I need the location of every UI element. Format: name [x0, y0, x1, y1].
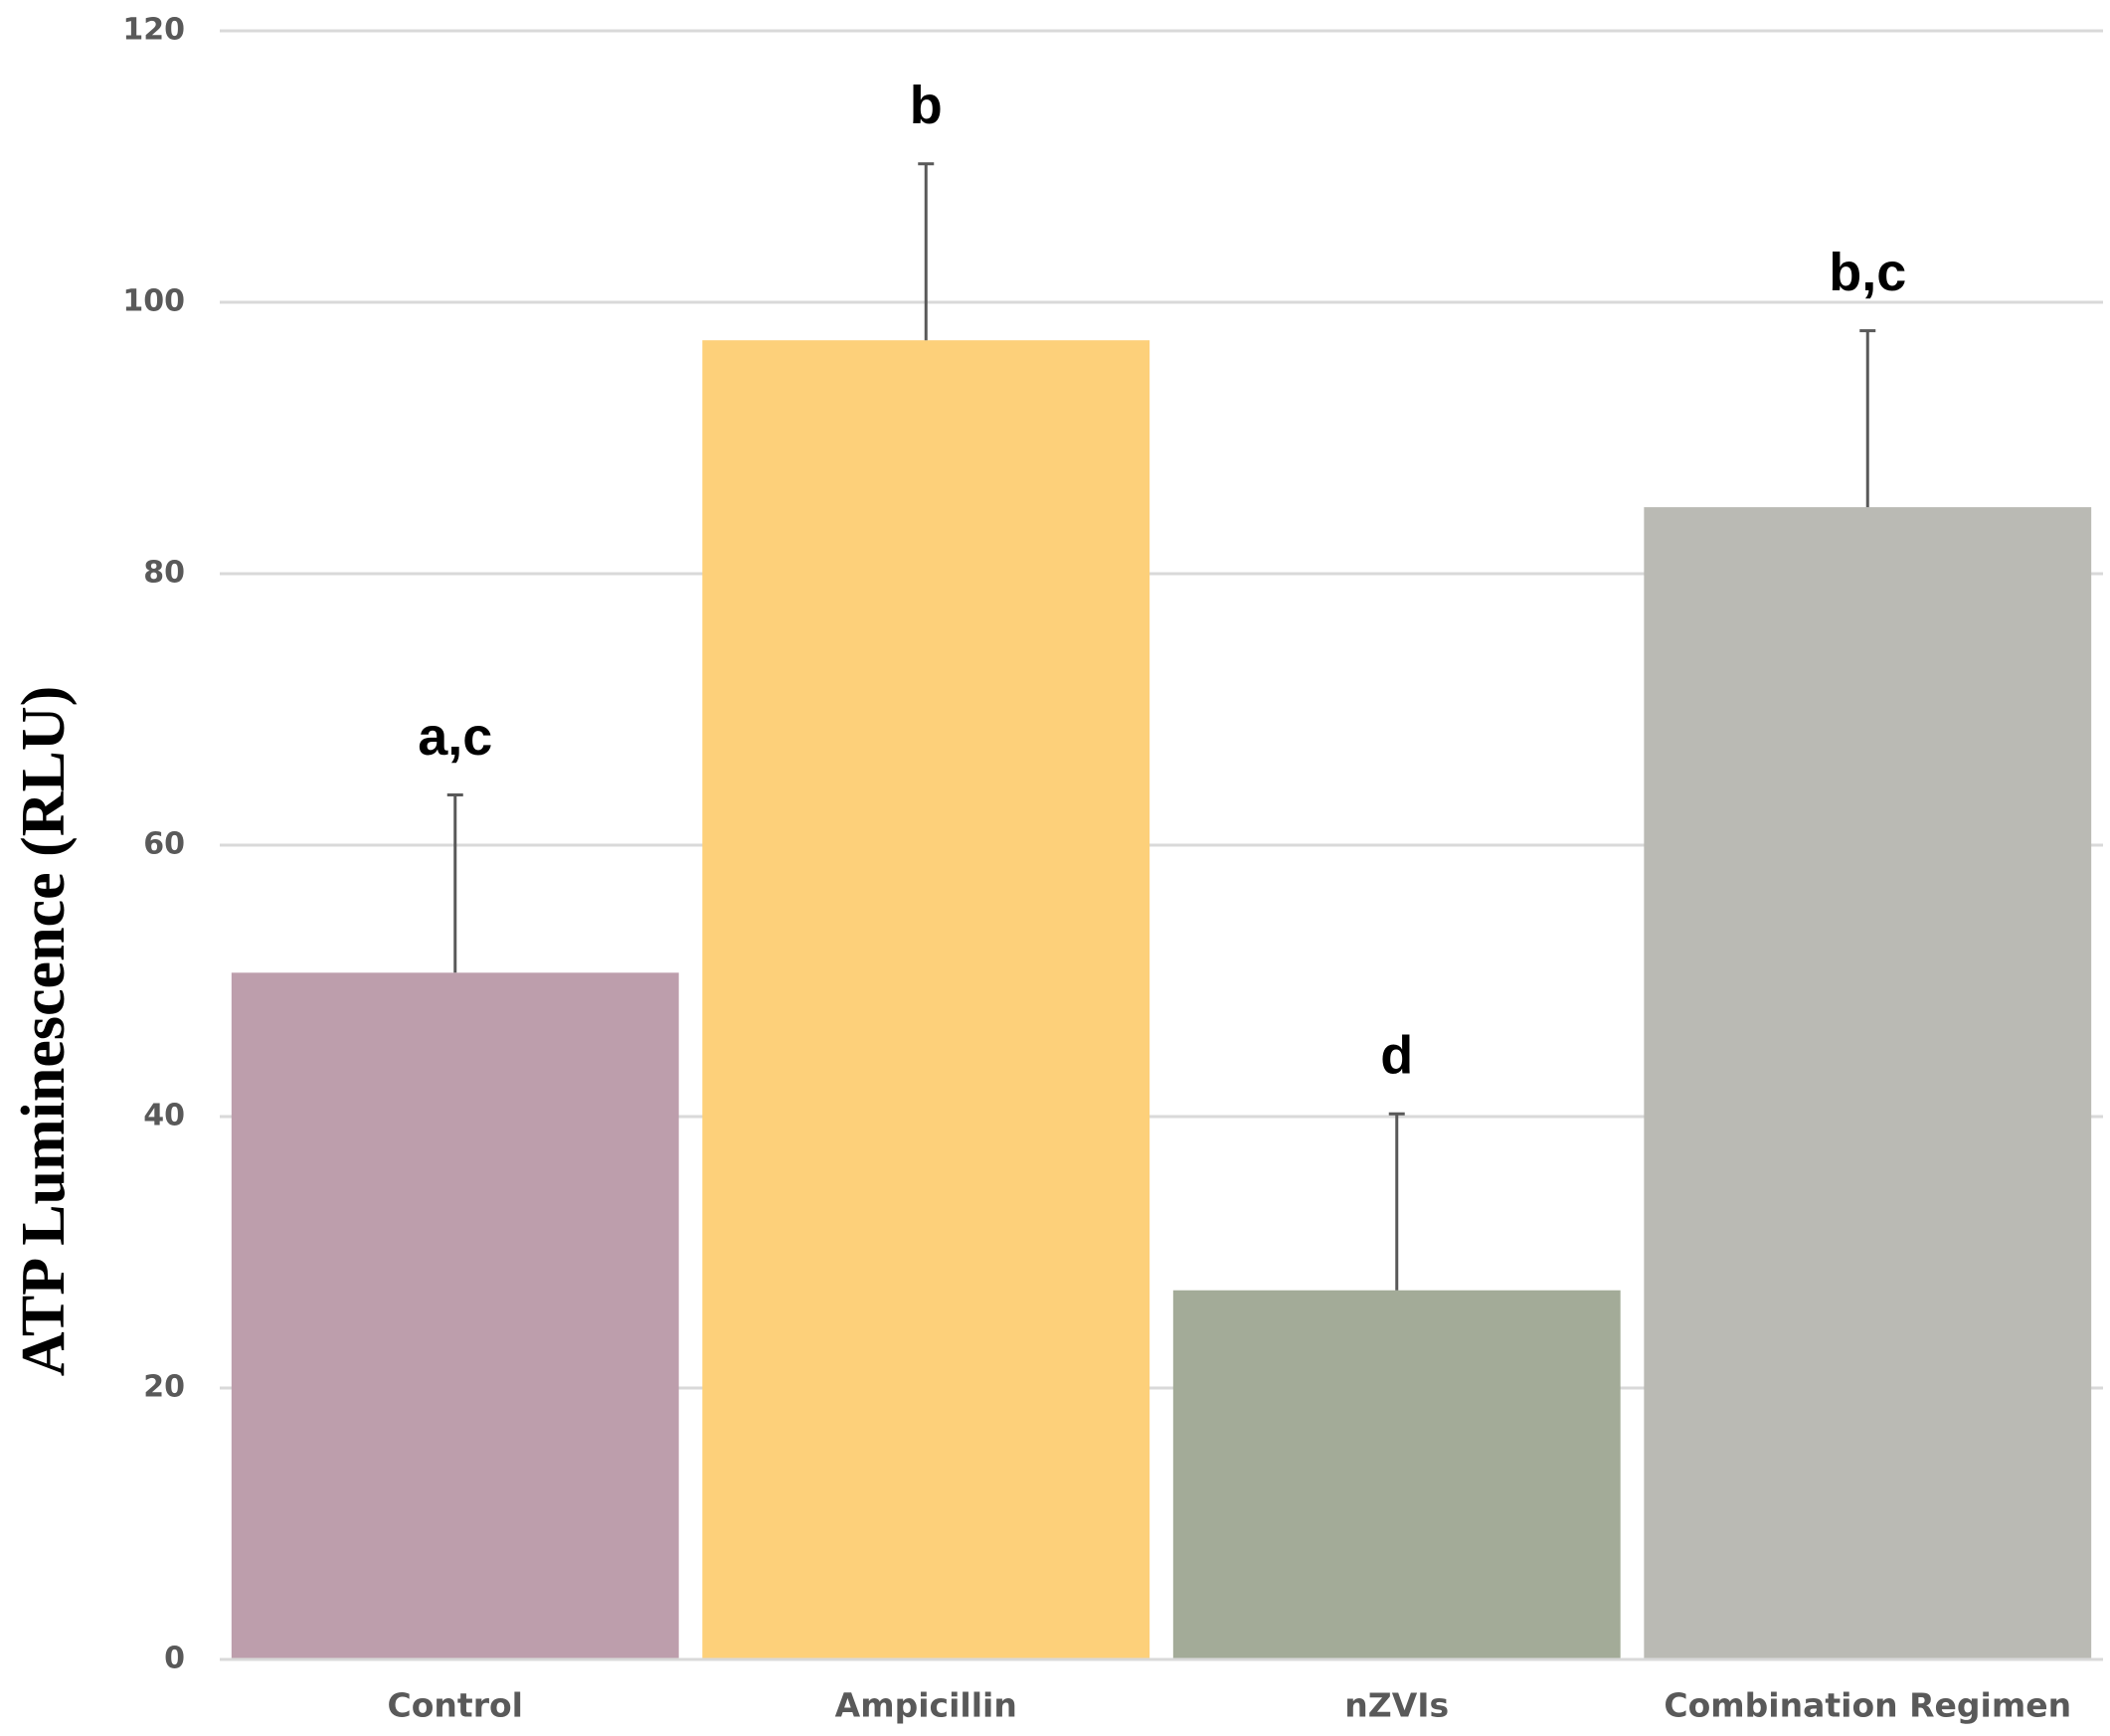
x-tick-label: nZVIs — [1344, 1686, 1449, 1725]
y-tick-label: 120 — [122, 13, 185, 48]
significance-label: b,c — [1829, 243, 1906, 302]
x-tick-label: Control — [388, 1686, 523, 1725]
significance-label: d — [1380, 1026, 1413, 1086]
y-tick-label: 100 — [122, 284, 185, 319]
y-tick-label: 20 — [143, 1370, 185, 1405]
significance-label: b — [910, 76, 943, 135]
bar — [1172, 1290, 1621, 1659]
y-tick-label: 60 — [143, 827, 185, 862]
bar — [1644, 507, 2092, 1659]
x-tick-label: Combination Regimen — [1664, 1686, 2071, 1725]
bar — [231, 972, 679, 1659]
y-tick-label: 80 — [143, 556, 185, 591]
significance-label: a,c — [418, 707, 492, 767]
y-tick-label: 40 — [143, 1099, 185, 1133]
y-tick-label: 0 — [164, 1642, 185, 1676]
x-tick-label: Ampicillin — [835, 1686, 1017, 1725]
y-axis-label: ATP Luminescence (RLU) — [10, 686, 78, 1377]
bar — [702, 340, 1150, 1660]
